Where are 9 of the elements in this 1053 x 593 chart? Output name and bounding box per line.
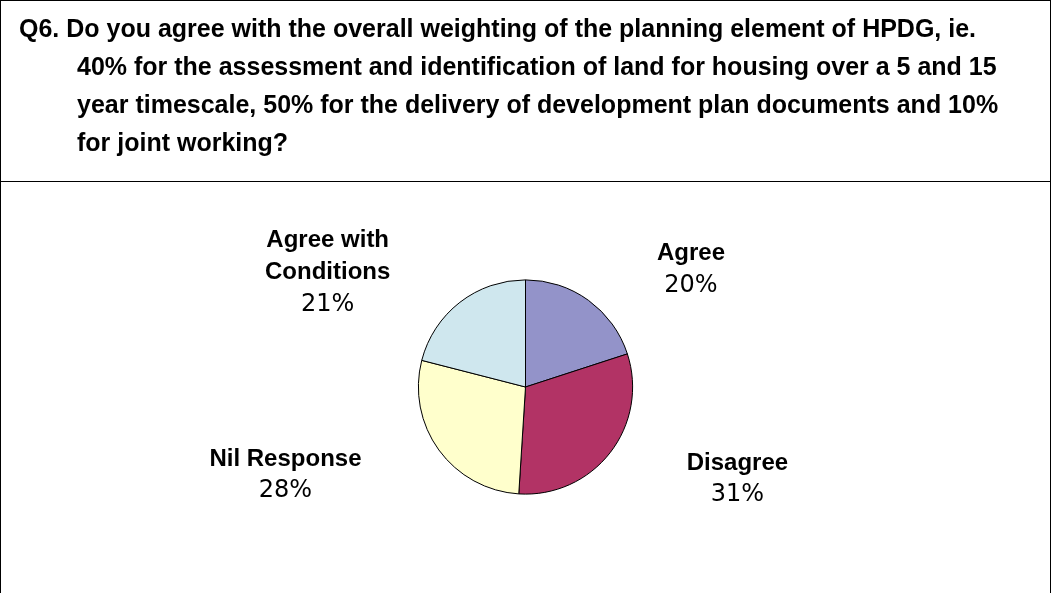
data-label: 28% <box>258 475 313 504</box>
slice-label: Agree <box>656 238 725 266</box>
slice-label: Disagree <box>686 447 789 475</box>
slice-label: Nil Response <box>209 443 362 471</box>
data-label: 20% <box>664 269 718 298</box>
data-label: 31% <box>710 479 765 508</box>
data-label: 21% <box>301 288 355 317</box>
chart-title: Q6. Do you agree with the overall weighting of the planning element of HPDG, ie. 40% for the assessment and identification of land for housing over a 5 and 15 year timescale, 50% for the delivery of development plan documents and 10% for joint working? <box>19 13 1000 158</box>
slice-label: Agree with Conditions <box>265 225 391 285</box>
